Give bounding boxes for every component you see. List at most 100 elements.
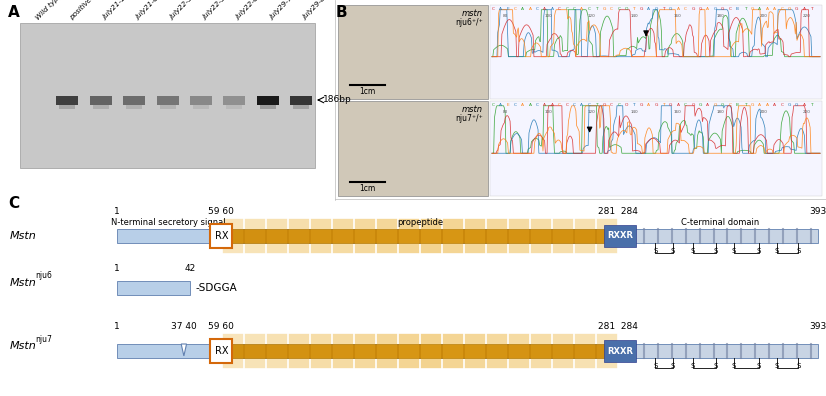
Bar: [159, 105, 175, 109]
Text: A: A: [8, 5, 20, 20]
Bar: [116, 344, 221, 358]
Text: S: S: [714, 248, 719, 254]
Text: 140: 140: [630, 14, 638, 18]
Text: 1: 1: [114, 322, 120, 331]
Text: G: G: [788, 103, 791, 107]
Text: 281  284: 281 284: [598, 207, 638, 216]
Text: A: A: [773, 103, 776, 107]
Text: 42: 42: [184, 264, 196, 273]
Text: C: C: [610, 103, 613, 107]
Text: nju7⁺/⁺: nju7⁺/⁺: [455, 114, 483, 123]
Text: July22-6: July22-6: [235, 0, 260, 21]
Text: C: C: [573, 103, 576, 107]
Text: G: G: [691, 7, 695, 11]
Text: RXXR: RXXR: [607, 232, 634, 240]
Text: RX: RX: [215, 346, 228, 356]
Text: A: A: [544, 7, 546, 11]
Text: T: T: [596, 7, 598, 11]
Text: G: G: [669, 7, 672, 11]
Text: C: C: [514, 7, 517, 11]
Text: C: C: [558, 103, 561, 107]
Text: A: A: [766, 103, 769, 107]
Text: A: A: [758, 7, 762, 11]
Text: C: C: [781, 103, 783, 107]
Text: T: T: [633, 103, 635, 107]
Text: nju7: nju7: [35, 335, 52, 343]
Bar: [605, 340, 636, 362]
Text: 140: 140: [630, 110, 638, 114]
Bar: [226, 105, 242, 109]
Text: S: S: [775, 248, 779, 254]
Text: A: A: [706, 103, 710, 107]
Text: C: C: [536, 103, 539, 107]
Text: G: G: [721, 103, 724, 107]
Text: July29-8: July29-8: [302, 0, 327, 21]
Text: C: C: [588, 7, 591, 11]
Text: 1cm: 1cm: [359, 87, 376, 96]
Text: 220: 220: [803, 110, 811, 114]
Text: G: G: [654, 7, 657, 11]
Text: A: A: [551, 103, 553, 107]
Text: G: G: [751, 7, 754, 11]
Bar: [257, 95, 278, 105]
Text: July22-5: July22-5: [202, 0, 227, 21]
Text: 59 60: 59 60: [207, 207, 234, 216]
Text: A: A: [758, 103, 762, 107]
Text: 186bp: 186bp: [323, 95, 352, 105]
Text: T: T: [662, 7, 665, 11]
Bar: [116, 229, 221, 243]
Bar: [259, 105, 276, 109]
Text: 120: 120: [587, 14, 596, 18]
Text: T: T: [662, 103, 665, 107]
Bar: [338, 5, 488, 99]
Text: C: C: [781, 7, 783, 11]
Text: S: S: [671, 363, 676, 369]
Text: 160: 160: [674, 14, 681, 18]
Text: T: T: [596, 103, 598, 107]
Text: S: S: [757, 363, 761, 369]
Text: B: B: [736, 103, 739, 107]
Text: O: O: [624, 7, 628, 11]
Text: G: G: [602, 103, 605, 107]
Text: G: G: [639, 103, 643, 107]
Text: A: A: [581, 103, 583, 107]
Text: 220: 220: [803, 14, 811, 18]
Text: N-terminal secretory signal: N-terminal secretory signal: [112, 218, 226, 227]
Text: G: G: [751, 103, 754, 107]
Bar: [190, 95, 212, 105]
Bar: [293, 105, 309, 109]
Text: B: B: [336, 5, 348, 20]
Text: A: A: [544, 103, 546, 107]
Text: 37 40: 37 40: [171, 322, 197, 331]
Text: T: T: [810, 103, 813, 107]
Text: A: A: [803, 103, 805, 107]
Text: G: G: [714, 103, 717, 107]
Text: 80: 80: [502, 110, 508, 114]
Text: A: A: [766, 7, 769, 11]
Bar: [59, 105, 75, 109]
Bar: [623, 229, 818, 243]
Text: Wild type: Wild type: [35, 0, 64, 21]
Text: C: C: [610, 7, 613, 11]
Text: S: S: [732, 248, 736, 254]
Text: S: S: [671, 248, 676, 254]
Text: G: G: [602, 7, 605, 11]
Text: 100: 100: [544, 14, 552, 18]
Text: E: E: [506, 7, 509, 11]
Text: mstn: mstn: [462, 105, 483, 114]
Text: S: S: [732, 363, 736, 369]
Text: G: G: [795, 7, 799, 11]
Bar: [56, 95, 78, 105]
Text: A: A: [647, 7, 650, 11]
Bar: [222, 229, 618, 243]
Text: RX: RX: [215, 231, 228, 241]
Text: 1: 1: [114, 207, 120, 216]
Text: C: C: [514, 103, 517, 107]
Text: C: C: [618, 7, 620, 11]
Text: G: G: [691, 103, 695, 107]
Text: G: G: [654, 103, 657, 107]
Bar: [338, 101, 488, 196]
Text: 200: 200: [760, 14, 768, 18]
Text: G: G: [639, 7, 643, 11]
Text: G: G: [714, 7, 717, 11]
